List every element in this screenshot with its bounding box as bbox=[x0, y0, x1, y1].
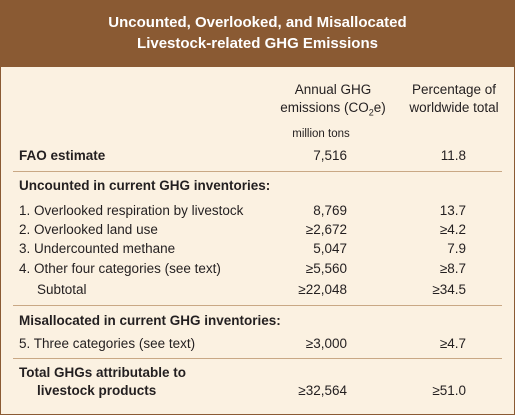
table-row-emissions: 5,047 bbox=[313, 241, 347, 256]
title-line-1: Uncounted, Overlooked, and Misallocated bbox=[108, 14, 407, 31]
table-row-emissions: 8,769 bbox=[313, 203, 347, 218]
subtotal-percent: ≥34.5 bbox=[432, 282, 466, 297]
table-row-emissions: ≥2,672 bbox=[305, 222, 347, 237]
units-label: million tons bbox=[292, 128, 350, 140]
col-emissions-header-line-2: emissions (CO2e) bbox=[280, 100, 386, 118]
table-title: Uncounted, Overlooked, and Misallocated … bbox=[1, 1, 514, 67]
title-line-2: Livestock-related GHG Emissions bbox=[137, 35, 378, 52]
total-label-line-1: Total GHGs attributable to bbox=[19, 365, 187, 380]
table-row-percent: ≥4.7 bbox=[439, 336, 466, 351]
table-row-label: 5. Three categories (see text) bbox=[19, 336, 196, 351]
table-row-emissions: ≥5,560 bbox=[305, 261, 347, 276]
subtotal-emissions: ≥22,048 bbox=[298, 282, 347, 297]
uncounted-heading: Uncounted in current GHG inventories: bbox=[19, 178, 271, 193]
table-row-label: 2. Overlooked land use bbox=[19, 222, 158, 237]
total-emissions: ≥32,564 bbox=[298, 383, 347, 398]
subtotal-label: Subtotal bbox=[37, 282, 87, 297]
divider bbox=[13, 358, 502, 359]
table-row-label: 3. Undercounted methane bbox=[19, 241, 176, 256]
table-row-label: 1. Overlooked respiration by livestock bbox=[19, 203, 244, 218]
fao-estimate-emissions: 7,516 bbox=[313, 148, 347, 163]
col-emissions-header-line-1: Annual GHG bbox=[294, 82, 372, 97]
divider bbox=[13, 171, 502, 172]
table-row-percent: 13.7 bbox=[439, 203, 466, 218]
table-row-percent: ≥8.7 bbox=[439, 261, 466, 276]
fao-estimate-label: FAO estimate bbox=[19, 148, 106, 163]
total-percent: ≥51.0 bbox=[432, 383, 466, 398]
table-row-percent: ≥4.2 bbox=[439, 222, 466, 237]
table-row-emissions: ≥3,000 bbox=[305, 336, 347, 351]
fao-estimate-percent: 11.8 bbox=[440, 148, 466, 163]
table-row-percent: 7.9 bbox=[447, 241, 466, 256]
col-percent-header-line-1: Percentage of bbox=[411, 82, 497, 97]
table-row-label: 4. Other four categories (see text) bbox=[19, 261, 221, 276]
divider bbox=[13, 305, 502, 306]
col-percent-header-line-2: worldwide total bbox=[409, 100, 499, 115]
misallocated-heading: Misallocated in current GHG inventories: bbox=[19, 313, 281, 328]
total-label-line-2: livestock products bbox=[37, 383, 157, 398]
